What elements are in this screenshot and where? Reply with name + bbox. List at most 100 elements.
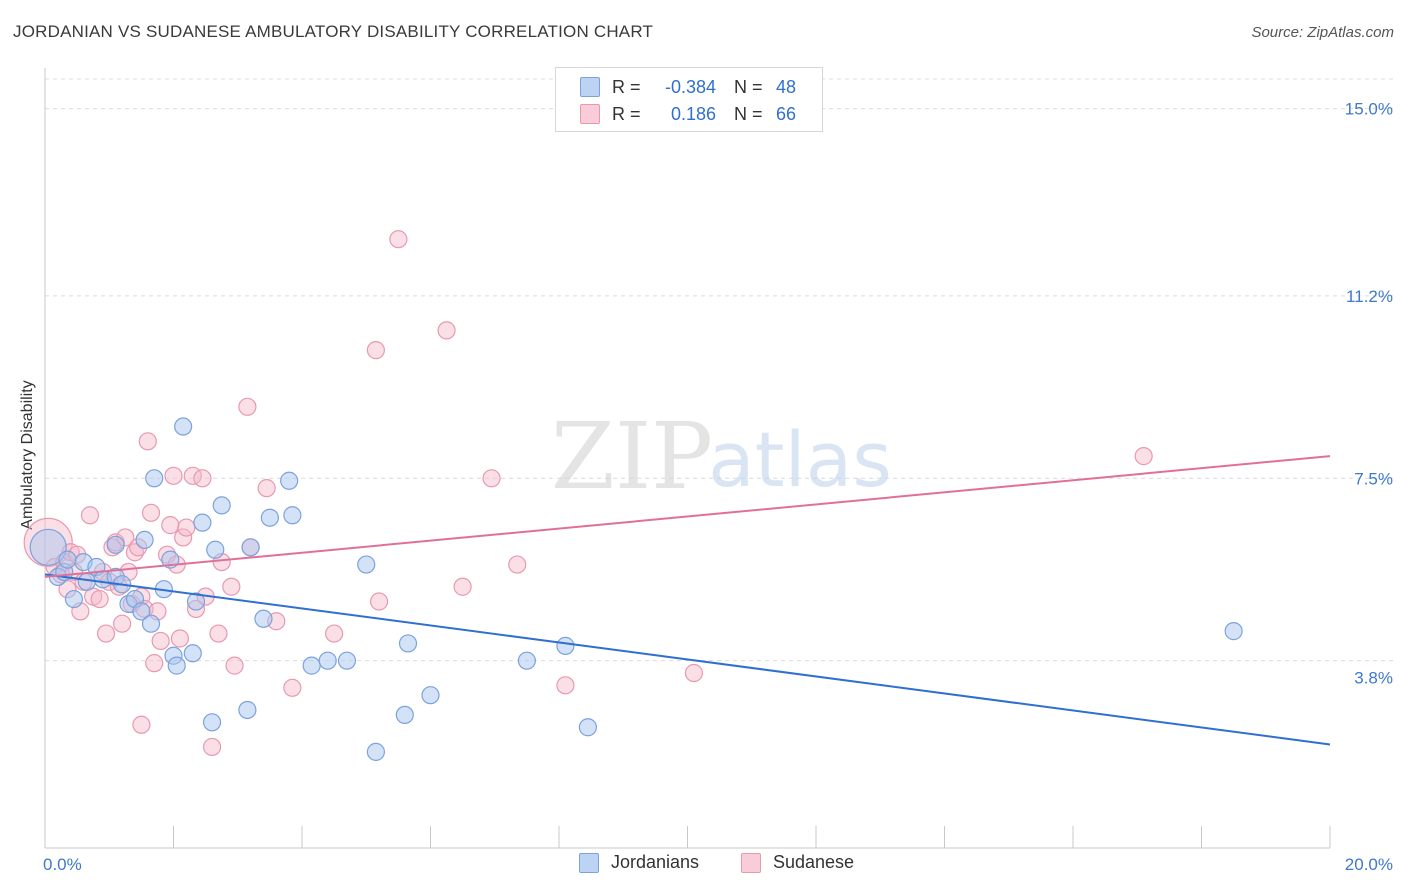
watermark-atlas: atlas — [708, 415, 892, 504]
jordanian-point — [186, 592, 206, 611]
y-tick-label: 15.0% — [1345, 100, 1393, 119]
sudanese-point — [222, 577, 241, 596]
jordanian-point — [366, 742, 385, 761]
axes — [44, 68, 1331, 849]
sudanese-point — [556, 676, 575, 695]
jordanian-points — [29, 417, 1243, 761]
legend-item-jordanians[interactable]: Jordanians — [579, 852, 699, 873]
sudanese-point — [125, 543, 145, 562]
jordanian-point — [260, 508, 279, 527]
sudanese-swatch — [580, 104, 600, 124]
r-value: 0.186 — [670, 103, 716, 124]
jordanian-point — [193, 513, 212, 532]
sudanese-legend-swatch — [741, 852, 761, 873]
correlation-legend: R = -0.384 N = 48 R = 0.186 N = 66 — [555, 67, 823, 132]
chart-title: JORDANIAN VS SUDANESE AMBULATORY DISABIL… — [13, 22, 654, 41]
jordanian-point — [77, 572, 96, 591]
sudanese-point — [132, 715, 151, 734]
jordanian-point — [318, 651, 337, 670]
sudanese-point — [257, 479, 276, 498]
jordanian-point — [357, 555, 376, 574]
r-value: -0.384 — [664, 76, 716, 97]
jordanians-swatch — [580, 77, 600, 97]
sudanese-point — [482, 469, 501, 488]
n-label: N = — [734, 76, 763, 97]
n-value: 48 — [776, 76, 797, 97]
sudanese-point — [177, 518, 196, 537]
jordanians-trend-line — [44, 573, 1331, 746]
jordanians-legend-swatch — [579, 852, 599, 873]
jordanian-point — [337, 651, 357, 670]
sudanese-point — [684, 663, 704, 683]
jordanian-point — [132, 602, 151, 621]
x-tick-label: 20.0% — [1345, 855, 1393, 874]
grid-lines — [45, 78, 1395, 662]
watermark-zip: ZIP — [551, 403, 713, 510]
sudanese-point — [370, 592, 389, 611]
sudanese-point — [453, 577, 472, 596]
sudanese-point — [225, 656, 244, 675]
jordanian-point — [212, 496, 231, 515]
n-label: N = — [734, 103, 763, 124]
sudanese-point — [80, 506, 100, 525]
sudanese-trend-line — [44, 455, 1331, 578]
jordanian-point — [280, 471, 299, 490]
jordanian-point — [202, 713, 222, 732]
jordanian-point — [1224, 622, 1243, 641]
jordanian-point — [398, 634, 418, 653]
jordanian-point — [183, 644, 202, 663]
legend-row-jordanians: R = -0.384 N = 48 — [580, 75, 796, 99]
y-tick-label: 7.5% — [1354, 469, 1393, 488]
jordanian-point — [135, 530, 154, 550]
jordanian-point — [145, 469, 164, 488]
sudanese-point — [112, 614, 132, 633]
sudanese-point — [193, 469, 212, 488]
jordanian-point — [106, 535, 125, 554]
jordanian-point — [578, 718, 598, 737]
sudanese-point — [161, 516, 180, 535]
jordanian-point — [64, 589, 84, 609]
sudanese-point — [164, 466, 183, 485]
jordanian-point — [206, 540, 225, 559]
legend-item-sudanese[interactable]: Sudanese — [741, 852, 854, 873]
jordanian-point — [58, 550, 77, 569]
y-tick-label: 3.8% — [1354, 669, 1393, 688]
jordanian-point — [238, 700, 257, 720]
sudanese-point — [141, 503, 161, 522]
jordanian-point — [241, 538, 260, 557]
jordanian-point — [174, 417, 193, 436]
tick-labels: 3.8% 7.5% 11.2% 15.0% 0.0% 20.0% — [43, 100, 1393, 874]
legend-label-sudanese: Sudanese — [773, 852, 855, 872]
sudanese-point — [366, 341, 385, 360]
sudanese-point — [1134, 447, 1153, 466]
sudanese-point — [151, 631, 170, 651]
source-label: Source: ZipAtlas.com — [1251, 24, 1394, 41]
sudanese-point — [96, 624, 116, 643]
legend-row-sudanese: R = 0.186 N = 66 — [580, 102, 796, 126]
watermark: ZIP atlas — [551, 403, 892, 510]
sudanese-point — [202, 737, 222, 757]
jordanian-point — [556, 636, 575, 655]
jordanian-point — [254, 609, 273, 628]
y-tick-label: 11.2% — [1346, 287, 1393, 306]
jordanian-point — [167, 656, 186, 675]
sudanese-point — [238, 397, 257, 416]
jordanian-point — [421, 686, 440, 705]
sudanese-point — [325, 624, 344, 643]
sudanese-point — [508, 555, 527, 574]
jordanian-point — [517, 651, 536, 670]
sudanese-point — [283, 678, 302, 697]
sudanese-point — [170, 629, 190, 648]
sudanese-point — [209, 624, 228, 643]
jordanian-point — [302, 656, 321, 675]
sudanese-point — [145, 654, 164, 673]
sudanese-point — [174, 528, 193, 547]
sudanese-point — [138, 432, 157, 451]
jordanian-point — [29, 528, 67, 566]
sudanese-point — [437, 321, 456, 340]
sudanese-point — [389, 230, 408, 249]
jordanian-point — [283, 506, 302, 525]
r-label: R = — [612, 103, 641, 124]
n-value: 66 — [776, 103, 797, 124]
